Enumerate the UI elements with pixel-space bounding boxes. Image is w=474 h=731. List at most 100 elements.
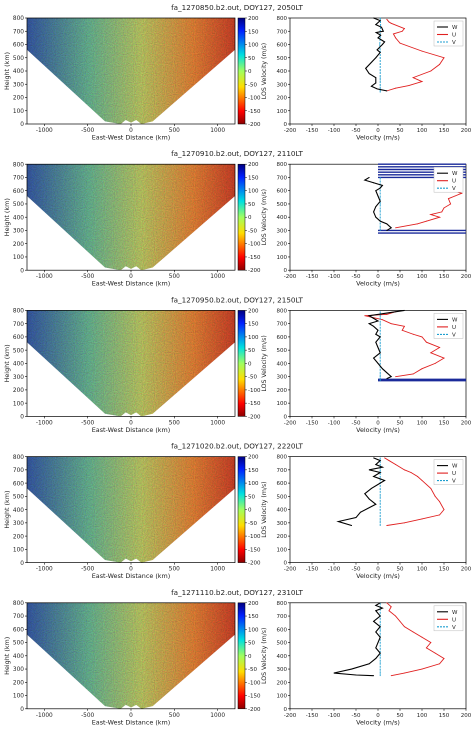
series-u-point [439,501,441,503]
colorbar-tick-label: -150 [248,547,261,553]
left-xtick-label: 1000 [210,128,225,134]
panel-title: fa_1271020.b2.out, DOY127, 2220LT [171,442,303,451]
right-ytick-label: 700 [277,468,288,474]
series-u-point [421,81,423,83]
series-w-point [368,663,370,665]
series-w-point [368,177,370,178]
right-ytick-label: 200 [277,242,288,248]
right-ytick-label: 400 [277,69,288,75]
series-w-line [333,602,384,677]
left-xtick-label: -500 [81,567,94,573]
series-u-point [408,85,410,87]
series-u-point [403,522,405,524]
legend-label-v: V [452,625,456,631]
series-u-point [421,636,423,638]
series-w-point [381,607,383,609]
series-v-point [379,675,381,677]
series-u-point [430,642,432,643]
series-u-point [395,87,397,89]
series-v-point [379,83,381,85]
left-xaxis-label: East-West Distance (km) [92,718,170,726]
series-w-point [386,223,388,225]
series-u-point [443,357,445,359]
series-v-point [379,70,381,72]
left-xtick-label: 500 [169,420,180,426]
series-w-point [377,329,379,331]
right-ytick-label: 700 [277,175,288,181]
series-u-point [443,658,445,659]
series-w-point [337,521,339,522]
colorbar-tick-label: -50 [248,375,257,381]
right-ytick-label: 400 [277,508,288,514]
right-ytick-label: 600 [277,189,288,195]
series-u-point [388,460,390,462]
series-v-point [379,79,381,81]
right-xtick-label: 50 [397,274,404,280]
colorbar [237,310,246,417]
colorbar-tick-label: 150 [248,468,259,474]
left-ytick-label: 600 [13,481,24,487]
series-u-point [388,21,390,23]
series-w-point [379,352,381,354]
series-w-point [379,20,381,22]
left-xtick-label: -500 [81,274,94,280]
series-v-point [379,648,381,650]
right-xtick-label: 100 [417,128,428,134]
series-w-point [373,476,375,477]
panel-1: fa_1270850.b2.out, DOY127, 2050LT 0 100 200… [3,3,472,142]
series-w-point [368,469,370,471]
series-w-point [379,602,381,604]
series-v-point [379,502,381,504]
series-v-point [379,50,381,52]
colorbar-tick-label: 150 [248,322,259,328]
left-ytick-label: 500 [13,348,24,354]
series-w-point [375,464,377,465]
series-u-point [439,663,441,665]
right-xtick-label: -50 [352,713,361,719]
series-v-point [379,63,381,65]
series-v-point [380,24,382,26]
left-xaxis-label: East-West Distance (km) [92,280,170,288]
series-w-point [380,34,382,36]
left-ytick-label: 700 [13,468,24,474]
velocity-fan-image [27,456,235,563]
series-u-point [401,30,403,32]
series-w-point [333,672,335,674]
series-w-point [376,49,378,51]
series-u-point [395,376,397,378]
series-u-point [403,626,405,628]
right-ytick-label: 800 [277,16,288,22]
panel-title: fa_1270910.b2.out, DOY127, 2110LT [171,149,303,158]
series-w-point [375,631,377,633]
series-v-point [379,671,381,673]
series-w-point [375,57,377,59]
velocity-fan-image [27,18,235,124]
series-u-point [412,631,414,633]
colorbar-tick-label: 50 [248,641,255,647]
colorbar-tick-label: 200 [248,308,259,314]
right-xtick-label: 100 [417,713,428,719]
series-v-point [379,622,381,624]
right-ytick-label: 700 [277,322,288,328]
left-yaxis-label: Height (km) [3,637,11,675]
series-u-point [450,203,452,205]
colorbar-tick-label: 150 [248,29,259,35]
series-u-point [443,509,445,511]
colorbar-tick-label: 50 [248,348,255,354]
right-ytick-label: 400 [277,215,288,221]
right-xtick-label: -200 [284,128,297,134]
colorbar-label: LOS Velocity (m/s) [261,481,268,537]
left-yaxis-label: Height (km) [3,52,11,90]
right-ytick-label: 300 [277,667,288,673]
colorbar-tick-label: 0 [248,361,252,367]
right-ytick-label: 800 [277,455,288,461]
colorbar-label: LOS Velocity (m/s) [261,189,268,245]
colorbar-tick-label: 100 [248,481,259,487]
left-xtick-label: 0 [129,713,133,719]
series-v-point [379,495,381,497]
series-w-point [386,90,388,92]
left-ytick-label: 0 [20,707,24,713]
legend: WUV [433,313,464,339]
series-w-point [355,517,357,518]
series-w-line [364,17,387,92]
